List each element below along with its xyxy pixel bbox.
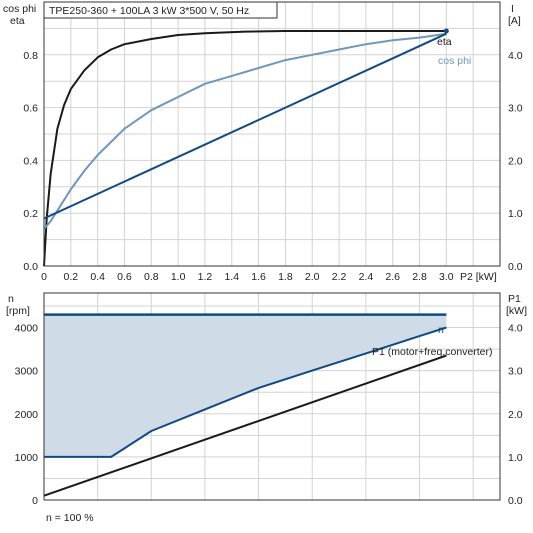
endpoint-marker bbox=[443, 28, 449, 34]
x-tick-label: 2.6 bbox=[385, 271, 400, 283]
y-right-tick-label: 1.0 bbox=[508, 452, 523, 464]
y-right-label-bottom-2: [kW] bbox=[506, 305, 527, 317]
series-label-cos-phi: cos phi bbox=[438, 55, 471, 67]
y-left-tick-label: 0.6 bbox=[23, 103, 38, 115]
x-tick-label: 2.8 bbox=[412, 271, 427, 283]
series-line-n-min bbox=[44, 326, 447, 458]
x-tick-label: 1.6 bbox=[251, 271, 266, 283]
y-left-tick-label: 0 bbox=[32, 495, 38, 507]
x-tick-label: 2.2 bbox=[332, 271, 347, 283]
y-right-tick-label: 2.0 bbox=[508, 155, 523, 167]
speed-range-fill bbox=[44, 314, 447, 457]
bottom-plot-frame bbox=[43, 292, 501, 501]
x-tick-label: 0 bbox=[41, 271, 47, 283]
footnote-speed: n = 100 % bbox=[46, 512, 94, 524]
x-tick-label: 1.4 bbox=[224, 271, 239, 283]
series-lines bbox=[43, 28, 449, 497]
series-label-p1: P1 (motor+freq.converter) bbox=[372, 346, 493, 358]
y-left-label-top-1: cos phi bbox=[3, 3, 36, 15]
top-grid bbox=[44, 2, 500, 266]
y-right-tick-label: 1.0 bbox=[508, 208, 523, 220]
x-tick-label: 1.2 bbox=[198, 271, 213, 283]
y-left-label-top-2: eta bbox=[10, 15, 25, 27]
y-left-tick-label: 2000 bbox=[15, 409, 39, 421]
y-right-label-top-1: I bbox=[511, 3, 514, 15]
y-left-tick-label: 1000 bbox=[15, 452, 39, 464]
x-unit-label: P2 [kW] bbox=[460, 271, 497, 283]
title-box bbox=[43, 1, 278, 19]
x-tick-label: 3.0 bbox=[439, 271, 454, 283]
y-left-label-bottom-2: [rpm] bbox=[6, 305, 30, 317]
y-right-label-top-2: [A] bbox=[508, 15, 521, 27]
x-tick-label: 1.0 bbox=[171, 271, 186, 283]
x-tick-label: 0.6 bbox=[117, 271, 132, 283]
y-left-tick-label: 0.0 bbox=[23, 261, 38, 273]
y-left-tick-label: 0.2 bbox=[23, 208, 38, 220]
x-tick-label: 0.4 bbox=[90, 271, 105, 283]
series-label-eta: eta bbox=[437, 36, 452, 48]
y-right-tick-label: 0.0 bbox=[508, 495, 523, 507]
x-tick-label: 2.4 bbox=[359, 271, 374, 283]
x-tick-label: 2.0 bbox=[305, 271, 320, 283]
series-label-n: n bbox=[438, 324, 444, 336]
y-left-label-bottom-1: n bbox=[8, 293, 14, 305]
x-tick-label: 0.8 bbox=[144, 271, 159, 283]
series-line-cos-phi bbox=[43, 32, 447, 230]
series-line-I bbox=[43, 32, 447, 220]
y-right-tick-label: 3.0 bbox=[508, 366, 523, 378]
y-right-tick-label: 0.0 bbox=[508, 261, 523, 273]
y-right-tick-label: 3.0 bbox=[508, 103, 523, 115]
y-right-label-bottom-1: P1 bbox=[508, 293, 521, 305]
y-left-tick-label: 0.8 bbox=[23, 50, 38, 62]
y-left-tick-label: 0.4 bbox=[23, 155, 38, 167]
x-tick-label: 1.8 bbox=[278, 271, 293, 283]
x-tick-label: 0.2 bbox=[64, 271, 79, 283]
tick-labels: 0 0.2 0.4 0.6 0.8 1.0 1.2 1.4 1.6 1.8 2.0 2.2 2.4 2.6… bbox=[15, 50, 523, 507]
y-right-tick-label: 4.0 bbox=[508, 50, 523, 62]
chart-title: TPE250-360 + 100LA 3 kW 3*500 V, 50 Hz bbox=[49, 5, 249, 17]
y-right-tick-label: 4.0 bbox=[508, 323, 523, 335]
series-line-eta bbox=[43, 30, 447, 267]
y-right-tick-label: 2.0 bbox=[508, 409, 523, 421]
y-left-tick-label: 3000 bbox=[15, 366, 39, 378]
series-line-p1 bbox=[43, 354, 447, 497]
y-left-tick-label: 4000 bbox=[15, 323, 39, 335]
speed-area bbox=[44, 314, 447, 457]
